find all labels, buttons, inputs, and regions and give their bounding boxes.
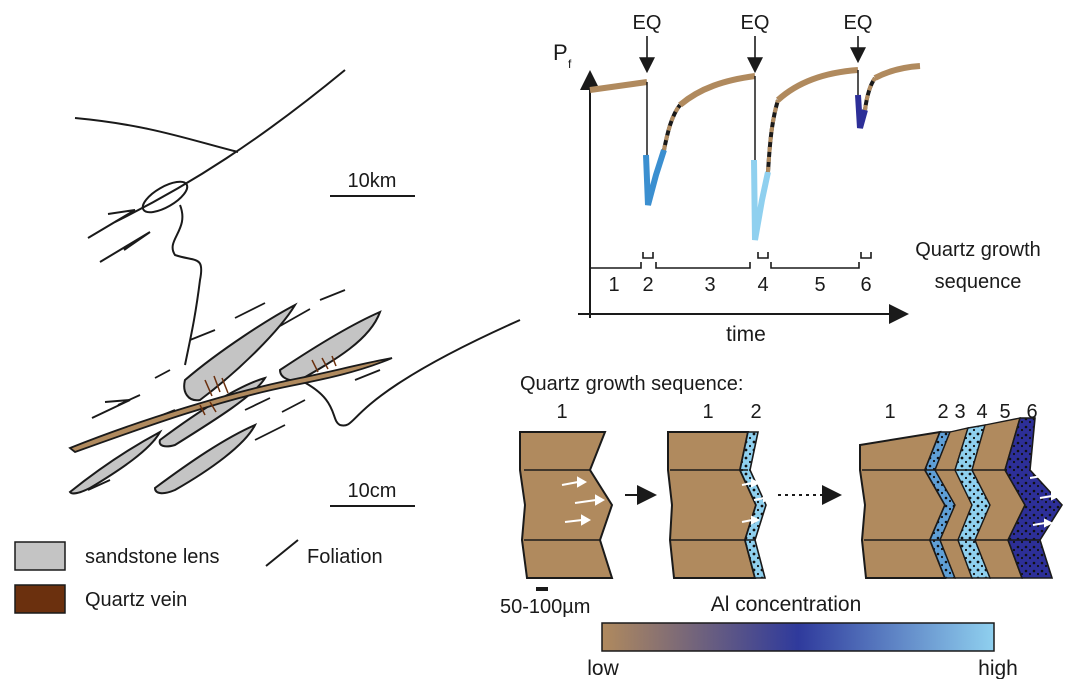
panel3-growth-arrows	[1029, 471, 1061, 528]
fault-splay	[171, 204, 203, 366]
growth-sequence: Quartz growth sequence: 1 1 2	[500, 373, 1064, 618]
seq-step-1: 1	[608, 274, 619, 296]
micro-scale-label: 50-100µm	[500, 596, 590, 618]
shear-arrow-upper	[87, 209, 151, 263]
pf-recovery-2	[775, 67, 859, 103]
sandstone-lens	[68, 429, 163, 495]
panel1-label-1: 1	[556, 401, 567, 423]
lower-fault-line	[299, 319, 521, 427]
scale-label-cm: 10cm	[348, 480, 397, 502]
panel3-label-6: 6	[1026, 401, 1037, 423]
sandstone-lens	[183, 302, 298, 402]
al-colorbar: Al concentration low high	[587, 593, 1018, 679]
sequence-title-line2: sequence	[935, 271, 1022, 293]
legend-foliation-label: Foliation	[307, 546, 383, 568]
panel3-label-1: 1	[884, 401, 895, 423]
eq-label-2: EQ	[741, 12, 770, 34]
sequence-brackets	[590, 252, 872, 269]
fault-sketch	[74, 69, 521, 427]
seq-step-4: 4	[757, 274, 768, 296]
quartz-vein	[68, 357, 393, 454]
pf-time-graph: P f time EQ EQ EQ	[553, 12, 1041, 346]
sequence-title: Quartz growth	[915, 239, 1041, 261]
pf-trough-2	[751, 159, 771, 241]
pf-recovery-dash-2-fill	[766, 99, 780, 173]
sandstone-lens	[153, 422, 258, 495]
colorbar-high: high	[978, 657, 1018, 679]
colorbar-gradient	[601, 622, 995, 652]
panel2-rim	[739, 431, 767, 579]
panel3-label-4: 4	[976, 401, 987, 423]
panel1-crystal	[519, 431, 614, 579]
sequence-title-text: Quartz growth	[915, 239, 1041, 261]
y-axis-subscript: f	[568, 57, 572, 71]
panel3-label-2: 2	[937, 401, 948, 423]
foliation-symbol	[265, 539, 299, 567]
eq-label-3: EQ	[844, 12, 873, 34]
colorbar-low: low	[587, 657, 619, 679]
y-axis-label: P	[553, 40, 568, 65]
legend-sandstone-label: sandstone lens	[85, 546, 220, 568]
upper-thrust-line	[114, 69, 346, 223]
pf-trough-1	[643, 149, 667, 206]
eq-label-1: EQ	[633, 12, 662, 34]
panel2-label-2: 2	[750, 401, 761, 423]
sandstone-swatch	[14, 541, 66, 571]
colorbar-title: Al concentration	[711, 593, 862, 616]
vein-fibers	[199, 355, 337, 416]
pf-recovery-dash-1-fill	[662, 103, 682, 151]
quartz-swatch	[14, 584, 66, 614]
micro-scale-bar	[536, 587, 548, 591]
pf-recovery-1	[678, 73, 756, 108]
scale-label-km: 10km	[348, 170, 397, 192]
panel2-growth-arrows	[741, 478, 773, 525]
fault-lens	[141, 180, 189, 214]
seq-step-3: 3	[704, 274, 715, 296]
pf-recovery-3	[873, 63, 921, 81]
panel1-growth-arrows	[561, 476, 606, 526]
seq-step-2: 2	[642, 274, 653, 296]
seq-step-6: 6	[860, 274, 871, 296]
upper-fault-line	[74, 117, 239, 153]
x-axis-label: time	[726, 323, 766, 346]
seq-step-5: 5	[814, 274, 825, 296]
legend: sandstone lens Foliation Quartz vein	[14, 539, 383, 614]
pf-curve-pre	[589, 79, 648, 93]
growth-title: Quartz growth sequence:	[520, 373, 743, 395]
sandstone-lens	[278, 310, 382, 382]
legend-quartz-label: Quartz vein	[85, 589, 187, 611]
panel3-label-3: 3	[954, 401, 965, 423]
pf-recovery-dash-3-fill	[863, 76, 877, 111]
panel3-rim-6	[1004, 417, 1064, 579]
panel2-label-1: 1	[702, 401, 713, 423]
pf-trough-3	[855, 94, 868, 129]
panel3-label-5: 5	[999, 401, 1010, 423]
